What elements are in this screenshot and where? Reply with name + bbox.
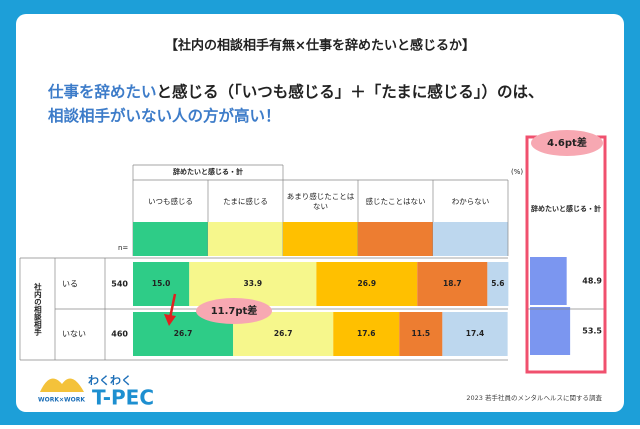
- series-header: たまに感じる: [223, 197, 268, 207]
- value-label: 26.7: [274, 329, 293, 338]
- series-header: いつも感じる: [148, 197, 193, 207]
- value-label: 5.6: [491, 279, 504, 288]
- legend-swatch: [133, 222, 208, 256]
- group-header: 辞めたいと感じる・計: [173, 167, 243, 176]
- callout-bg: [196, 298, 272, 324]
- bar-segment: [189, 262, 317, 306]
- row-group: 社内の相談相手: [33, 282, 43, 336]
- arrow-head: [164, 314, 176, 326]
- total-header: 辞めたいと感じる・計: [531, 205, 601, 214]
- bar-segment: [333, 312, 400, 356]
- series-header: わからない: [451, 197, 490, 207]
- headline: 相談相手がいない人の方が高い！: [48, 106, 281, 125]
- callout: 11.7pt差: [211, 304, 258, 317]
- value-label: 15.0: [152, 279, 171, 288]
- value-label: 26.7: [174, 329, 193, 338]
- series-header: いつも感じる: [148, 197, 193, 207]
- bar-segment: [133, 262, 190, 306]
- n-value: 460: [111, 330, 128, 339]
- value-label: 26.9: [358, 279, 377, 288]
- legend-swatch: [283, 222, 358, 256]
- headline-segment: 相談相手がいない人の方が高い！: [48, 106, 281, 125]
- headline-segment: 仕事を辞めたい: [47, 82, 157, 101]
- n-value: 540: [111, 280, 128, 289]
- series-header: あまり感じたことはない: [286, 192, 355, 211]
- legend-swatch: [433, 222, 508, 256]
- headline: 仕事を辞めたいと感じる（「いつも感じる」＋「たまに感じる」）のは、: [47, 82, 544, 101]
- series-header: 感じたことはない: [365, 197, 426, 207]
- logo-icon: [40, 378, 84, 392]
- footer: 2023 若手社員のメンタルヘルスに関する調査: [466, 393, 602, 402]
- title: 【社内の相談相手有無×仕事を辞めたいと感じるか】: [165, 38, 475, 54]
- bar-segment: [316, 262, 418, 306]
- category-label: いる: [62, 280, 78, 289]
- bar-segment: [442, 312, 508, 356]
- total-bar: [530, 307, 571, 355]
- group-header: 辞めたいと感じる・計: [173, 167, 243, 176]
- series-header: たまに感じる: [223, 197, 268, 207]
- logo-tag: WORK×WORK: [38, 397, 85, 404]
- total-bar: [530, 257, 567, 305]
- bar-segment: [487, 262, 509, 306]
- row-group: 社内の相談相手: [33, 282, 43, 336]
- arrow: [168, 293, 177, 319]
- unit: (%): [511, 168, 523, 176]
- legend-swatch: [208, 222, 283, 256]
- value-label: 17.4: [466, 329, 485, 338]
- legend-swatch: [358, 222, 433, 256]
- logo-name: わくわく: [88, 374, 132, 387]
- category-label: いない: [62, 330, 86, 339]
- bar-segment: [399, 312, 443, 356]
- total-label: 53.5: [582, 327, 602, 336]
- value-label: 17.6: [357, 329, 376, 338]
- series-header: あまり感じたことはない: [286, 192, 355, 211]
- bar-segment: [417, 262, 488, 306]
- total-header: 辞めたいと感じる・計: [531, 205, 601, 214]
- logo-brand: T-PEC: [92, 386, 154, 410]
- value-label: 33.9: [244, 279, 263, 288]
- series-header: 感じたことはない: [365, 197, 426, 207]
- callout-bg: [531, 130, 603, 156]
- n-label: n=: [118, 244, 128, 252]
- total-label: 48.9: [582, 277, 602, 286]
- value-label: 11.5: [412, 329, 431, 338]
- value-label: 18.7: [443, 279, 462, 288]
- series-header: わからない: [451, 197, 490, 207]
- headline-segment: と感じる（「いつも感じる」＋「たまに感じる」）のは、: [157, 82, 544, 101]
- callout: 4.6pt差: [547, 136, 587, 149]
